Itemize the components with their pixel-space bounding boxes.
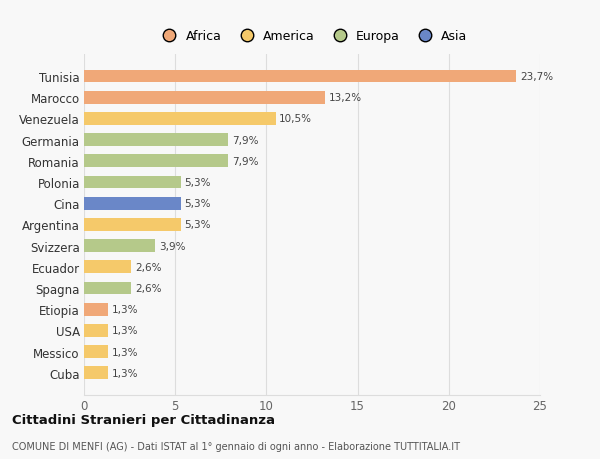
Text: Cittadini Stranieri per Cittadinanza: Cittadini Stranieri per Cittadinanza	[12, 413, 275, 426]
Text: 7,9%: 7,9%	[232, 135, 258, 146]
Bar	[84, 134, 228, 147]
Text: 5,3%: 5,3%	[184, 178, 211, 188]
Text: 2,6%: 2,6%	[135, 283, 161, 293]
Text: COMUNE DI MENFI (AG) - Dati ISTAT al 1° gennaio di ogni anno - Elaborazione TUTT: COMUNE DI MENFI (AG) - Dati ISTAT al 1° …	[12, 441, 460, 451]
Text: 7,9%: 7,9%	[232, 157, 258, 167]
Text: 1,3%: 1,3%	[112, 326, 138, 336]
Bar	[84, 176, 181, 189]
Text: 13,2%: 13,2%	[328, 93, 362, 103]
Bar	[84, 282, 131, 295]
Text: 5,3%: 5,3%	[184, 220, 211, 230]
Text: 5,3%: 5,3%	[184, 199, 211, 209]
Bar	[84, 71, 516, 83]
Legend: Africa, America, Europa, Asia: Africa, America, Europa, Asia	[154, 28, 470, 45]
Bar	[84, 240, 155, 252]
Text: 3,9%: 3,9%	[159, 241, 185, 251]
Bar	[84, 197, 181, 210]
Text: 1,3%: 1,3%	[112, 368, 138, 378]
Text: 1,3%: 1,3%	[112, 304, 138, 314]
Bar	[84, 346, 108, 358]
Bar	[84, 155, 228, 168]
Bar	[84, 218, 181, 231]
Bar	[84, 113, 275, 125]
Text: 23,7%: 23,7%	[520, 72, 553, 82]
Text: 1,3%: 1,3%	[112, 347, 138, 357]
Bar	[84, 367, 108, 379]
Text: 2,6%: 2,6%	[135, 262, 161, 272]
Bar	[84, 92, 325, 104]
Text: 10,5%: 10,5%	[279, 114, 312, 124]
Bar	[84, 261, 131, 274]
Bar	[84, 325, 108, 337]
Bar	[84, 303, 108, 316]
